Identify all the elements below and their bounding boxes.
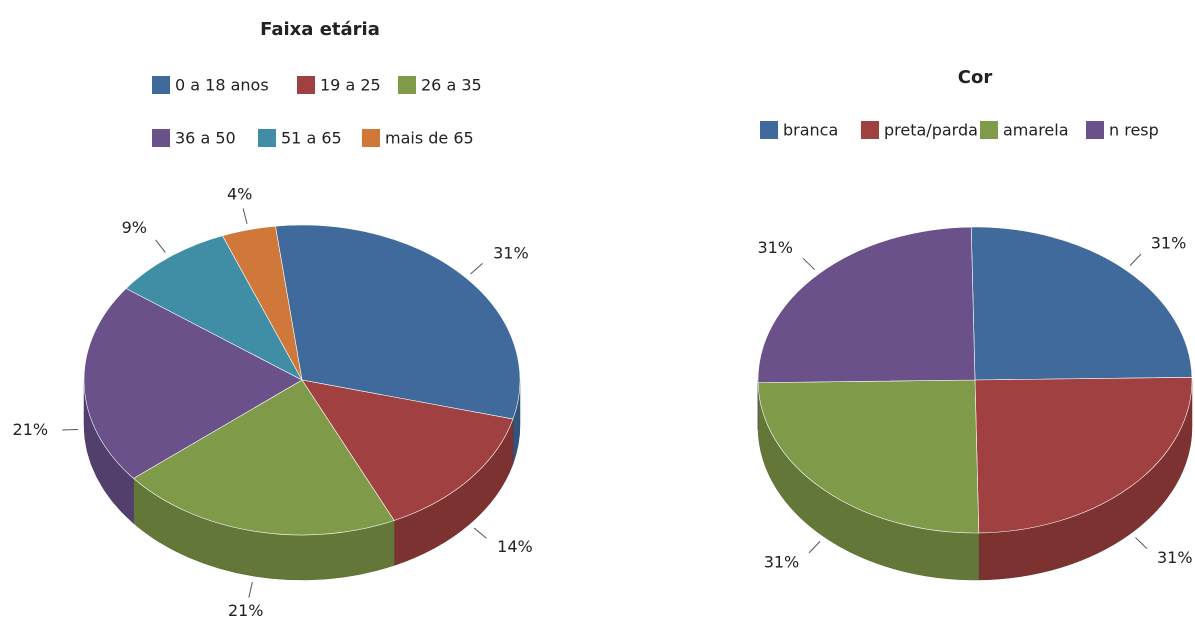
- pie-slice: [83, 288, 303, 479]
- leader-line: [248, 581, 253, 598]
- legend-label: 19 a 25: [320, 76, 381, 95]
- data-label: 21%: [228, 601, 264, 620]
- pie-slice: [757, 379, 980, 534]
- data-label: 21%: [13, 420, 49, 439]
- data-label: 31%: [764, 552, 800, 571]
- legend-swatch: [398, 76, 416, 94]
- pie-slice: [133, 379, 395, 536]
- data-label: 14%: [497, 537, 533, 556]
- pie-slice: [757, 226, 976, 383]
- chart-title: Cor: [958, 67, 993, 88]
- pie-slice: [125, 235, 303, 381]
- leader-line: [242, 208, 248, 225]
- legend-swatch: [152, 76, 170, 94]
- data-label: 31%: [757, 238, 793, 257]
- legend-label: 0 a 18 anos: [175, 76, 269, 95]
- pie-slice: [970, 226, 1193, 381]
- data-label: 9%: [122, 218, 147, 237]
- leader-line: [1135, 537, 1148, 549]
- leader-line: [155, 239, 166, 253]
- pie-slice: [974, 377, 1193, 534]
- leader-line: [1129, 253, 1142, 266]
- legend-swatch: [861, 121, 879, 139]
- data-label: 31%: [493, 244, 529, 263]
- data-label: 31%: [1157, 548, 1193, 567]
- legend-swatch: [760, 121, 778, 139]
- legend-label: 51 a 65: [281, 129, 342, 148]
- chart-title: Faixa etária: [260, 19, 380, 40]
- pie: [757, 226, 1193, 581]
- legend-label: preta/parda: [884, 121, 978, 140]
- legend-swatch: [1086, 121, 1104, 139]
- legend-swatch: [362, 129, 380, 147]
- pie-slice: [222, 225, 303, 381]
- leader-line: [473, 527, 487, 539]
- legend-swatch: [297, 76, 315, 94]
- legend-label: 36 a 50: [175, 129, 236, 148]
- legend-label: amarela: [1003, 121, 1069, 140]
- legend-label: mais de 65: [385, 129, 474, 148]
- data-label: 31%: [1151, 234, 1187, 253]
- legend-swatch: [258, 129, 276, 147]
- leader-line: [470, 263, 483, 275]
- data-label: 4%: [227, 184, 252, 203]
- legend-label: branca: [783, 121, 838, 140]
- legend-swatch: [980, 121, 998, 139]
- leader-line: [808, 541, 821, 554]
- pie-slice: [275, 224, 521, 420]
- legend-swatch: [152, 129, 170, 147]
- legend-label: n resp: [1109, 121, 1159, 140]
- pie-slice: [301, 379, 514, 521]
- leader-line: [802, 258, 815, 270]
- pie: [83, 224, 521, 581]
- legend-label: 26 a 35: [421, 76, 482, 95]
